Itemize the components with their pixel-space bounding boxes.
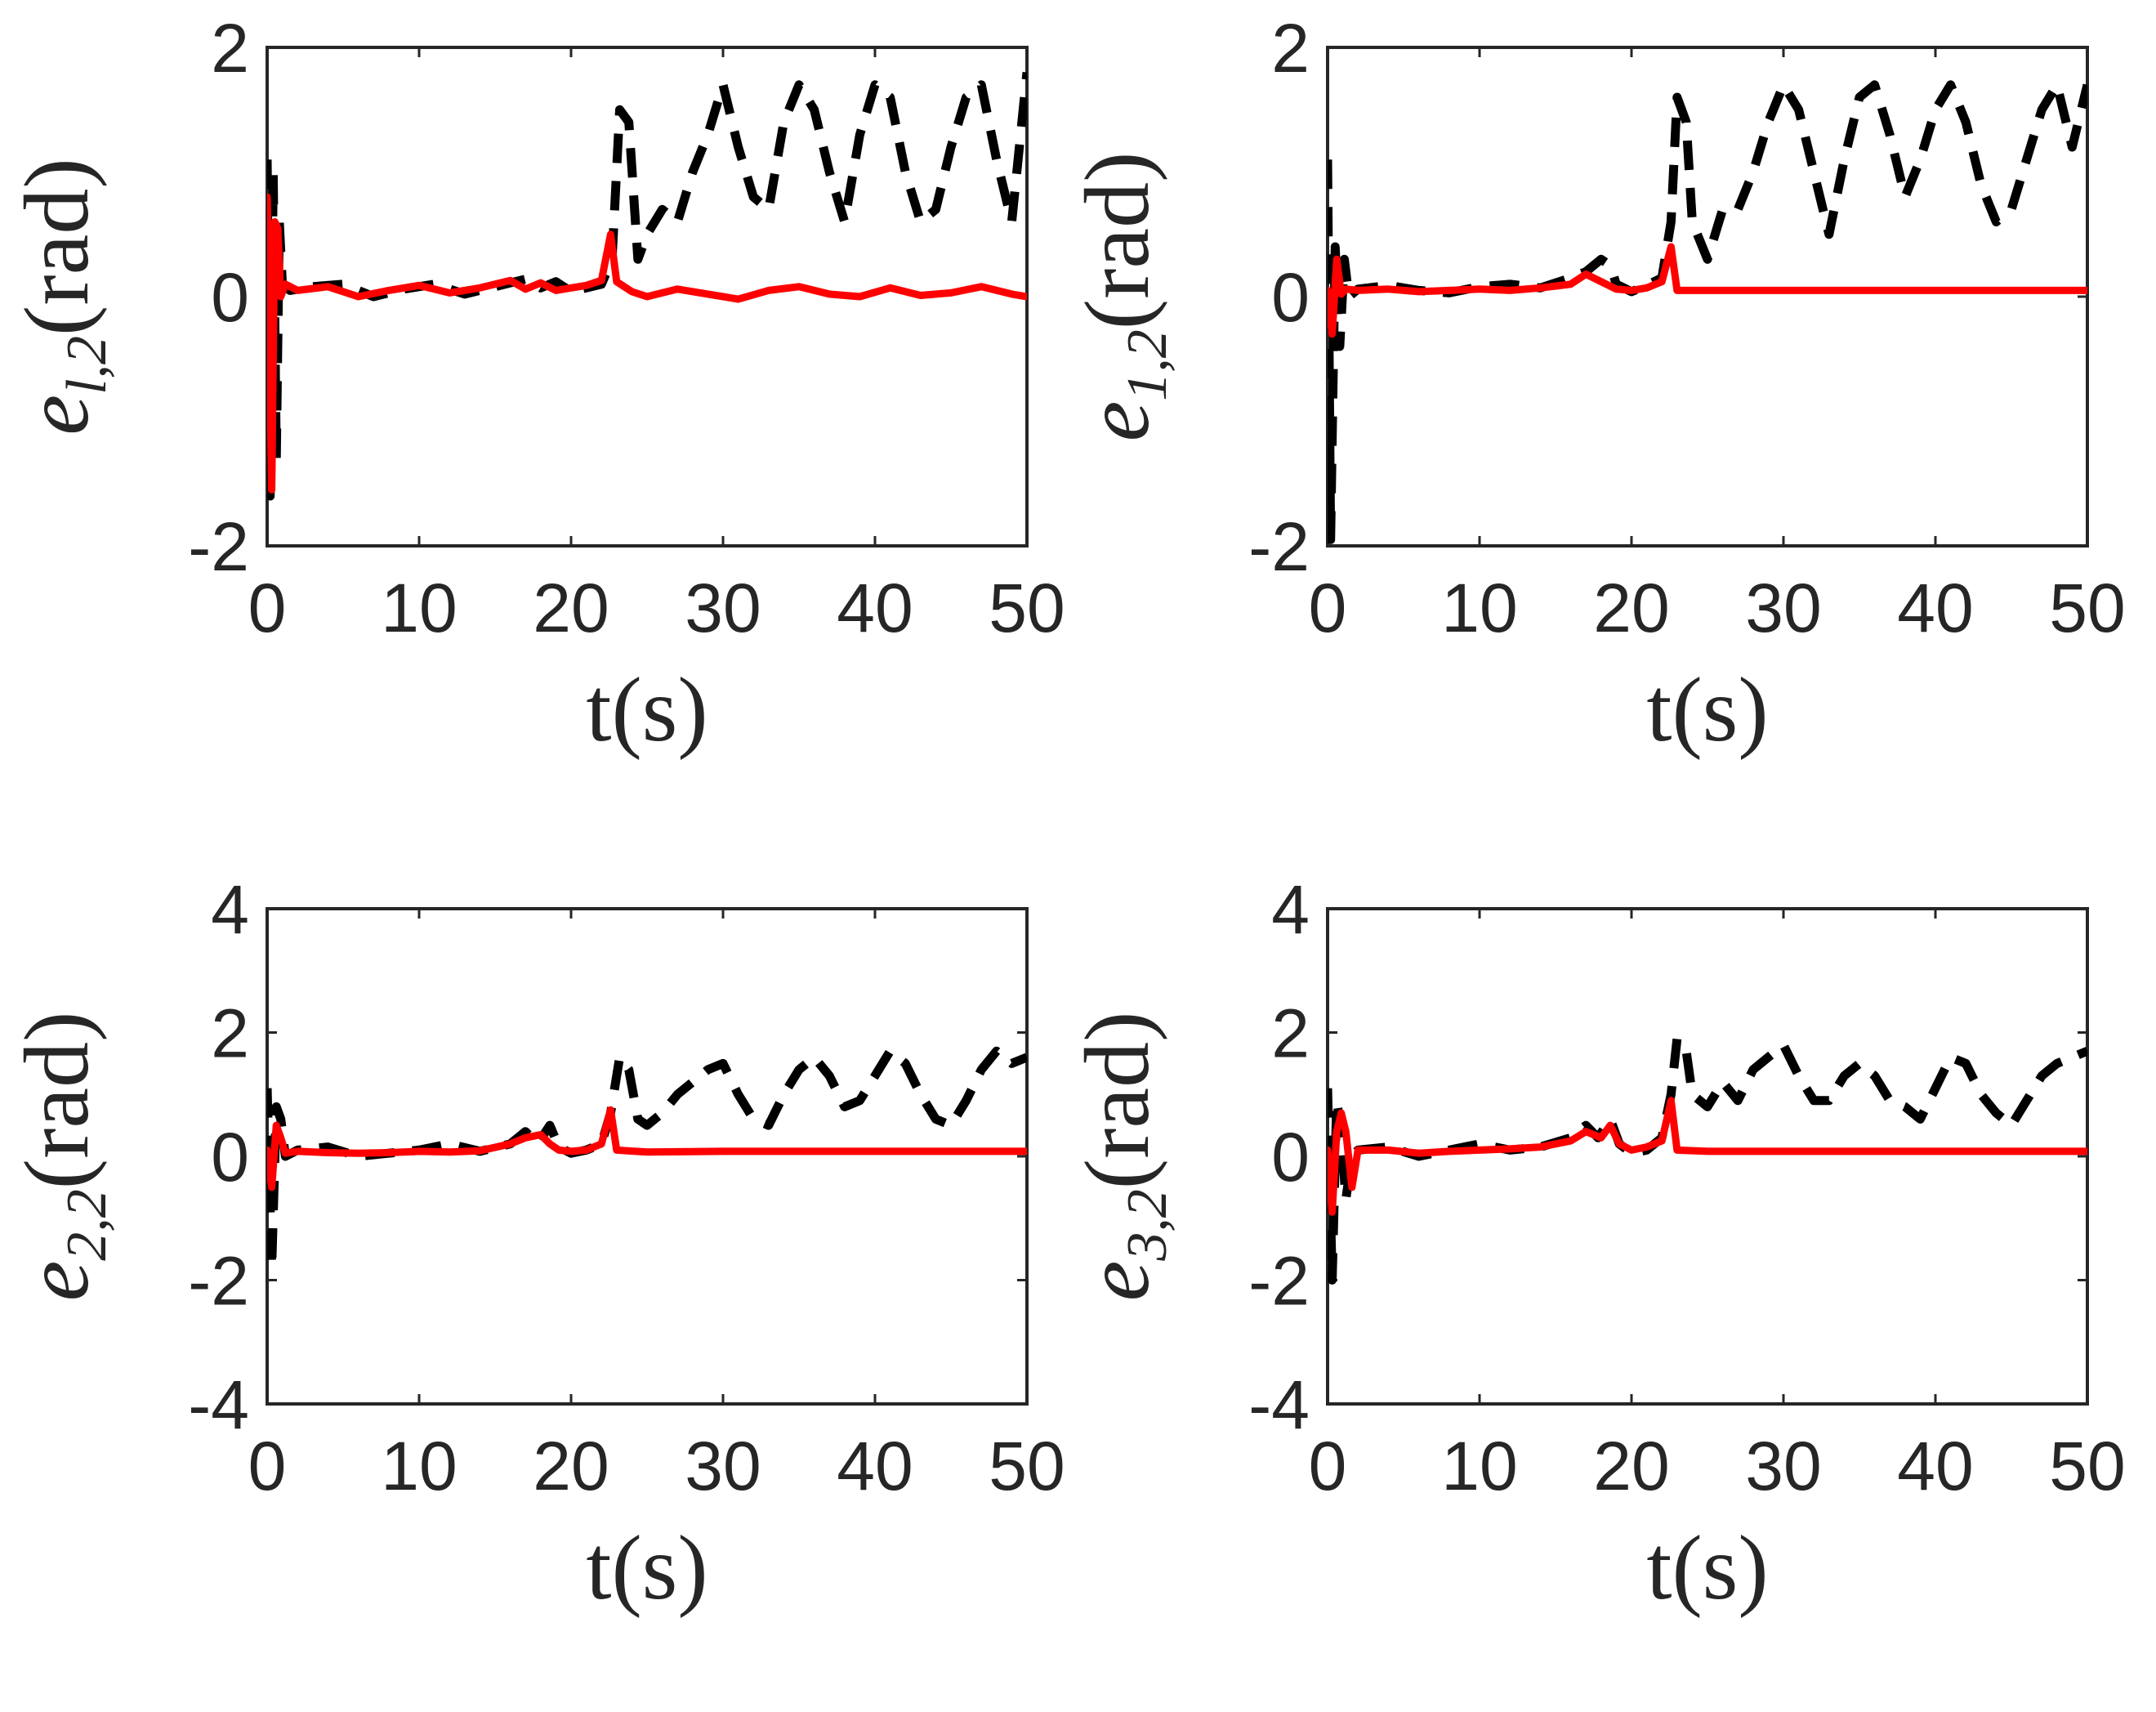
x-tick-label: 0 xyxy=(1309,1428,1347,1504)
y-tick-label: -2 xyxy=(1248,1243,1310,1320)
y-label-variable: e xyxy=(7,395,108,436)
y-tick-label: 4 xyxy=(211,871,249,948)
y-tick-label: -2 xyxy=(188,508,249,585)
y-tick-label: 0 xyxy=(211,259,249,336)
y-tick-label: 0 xyxy=(1271,1119,1310,1196)
x-tick-label: 20 xyxy=(533,1428,609,1504)
x-axis-label: t(s) xyxy=(1646,1518,1768,1619)
axes-box xyxy=(1326,46,2089,548)
y-axis-label: e1,2(rad) xyxy=(1067,152,1179,442)
chart-bottom-left: 0 10 20 30 40 50 -4 -2 0 2 4 t(s) e2,2(rad) xyxy=(7,871,1065,1619)
x-tick-label: 40 xyxy=(837,1428,913,1504)
chart-bottom-right: 0 10 20 30 40 50 -4 -2 0 2 4 t(s) e3,2(rad) xyxy=(1067,871,2126,1619)
series-group xyxy=(1328,1034,2087,1285)
y-label-unit: (rad) xyxy=(1067,1012,1168,1190)
x-tick-label: 10 xyxy=(1441,570,1517,646)
x-tick-label: 40 xyxy=(1897,570,1973,646)
series-group xyxy=(267,1046,1027,1272)
y-label-subscript: 3,2 xyxy=(1116,1189,1179,1262)
y-tick-label: 0 xyxy=(211,1119,249,1196)
y-label-subscript: 2,2 xyxy=(56,1189,118,1261)
y-axis-label: el,2(rad) xyxy=(7,158,118,435)
y-label-variable: e xyxy=(1067,1261,1168,1302)
x-tick-label: 30 xyxy=(1745,570,1821,646)
y-tick-label: 2 xyxy=(211,10,249,87)
x-tick-label: 40 xyxy=(837,570,913,646)
x-tick-label: 30 xyxy=(685,1428,761,1504)
x-tick-label: 50 xyxy=(989,1428,1065,1504)
y-tick-label: 0 xyxy=(1271,259,1310,336)
y-tick-label: 2 xyxy=(211,995,249,1072)
series-line-black-dashed xyxy=(1328,80,2087,544)
x-tick-label: 20 xyxy=(1593,1428,1669,1504)
y-tick-label: 2 xyxy=(1271,10,1310,87)
x-tick-label: 50 xyxy=(2049,1428,2125,1504)
x-axis-label: t(s) xyxy=(586,1518,708,1619)
axes-box xyxy=(1326,907,2089,1406)
y-tick-label: 2 xyxy=(1271,995,1310,1072)
y-label-subscript: l,2 xyxy=(56,336,118,395)
y-tick-label: -2 xyxy=(1248,508,1310,585)
x-tick-label: 40 xyxy=(1897,1428,1973,1504)
series-line-red-solid xyxy=(1328,1097,2087,1216)
y-tick-label: -2 xyxy=(188,1243,249,1320)
series-group xyxy=(1328,80,2087,544)
x-tick-label: 30 xyxy=(685,570,761,646)
y-label-subscript: 1,2 xyxy=(1116,329,1179,401)
x-tick-label: 10 xyxy=(1441,1428,1517,1504)
y-axis-label: e2,2(rad) xyxy=(7,1012,118,1302)
series-line-red-solid xyxy=(267,1106,1027,1191)
x-tick-label: 0 xyxy=(248,1428,287,1504)
x-tick-label: 10 xyxy=(381,1428,457,1504)
series-line-red-solid xyxy=(267,193,1027,494)
x-tick-label: 30 xyxy=(1745,1428,1821,1504)
x-tick-label: 20 xyxy=(533,570,609,646)
x-tick-label: 50 xyxy=(989,570,1065,646)
x-axis-label: t(s) xyxy=(1646,659,1768,761)
y-label-unit: (rad) xyxy=(1067,152,1168,330)
x-tick-label: 0 xyxy=(1309,570,1347,646)
x-tick-label: 20 xyxy=(1593,570,1669,646)
y-tick-label: -4 xyxy=(188,1366,249,1443)
x-tick-label: 50 xyxy=(2049,570,2125,646)
x-tick-label: 0 xyxy=(248,570,287,646)
y-label-variable: e xyxy=(1067,401,1168,442)
series-line-red-solid xyxy=(1328,243,2087,338)
x-tick-label: 10 xyxy=(381,570,457,646)
y-tick-label: -4 xyxy=(1248,1366,1310,1443)
y-tick-label: 4 xyxy=(1271,871,1310,948)
y-axis-label: e3,2(rad) xyxy=(1067,1012,1179,1302)
series-line-black-dashed xyxy=(267,71,1027,501)
x-axis-label: t(s) xyxy=(586,659,708,761)
y-label-unit: (rad) xyxy=(7,158,108,336)
series-group xyxy=(267,71,1027,501)
y-label-variable: e xyxy=(7,1261,108,1302)
y-label-unit: (rad) xyxy=(7,1012,108,1190)
